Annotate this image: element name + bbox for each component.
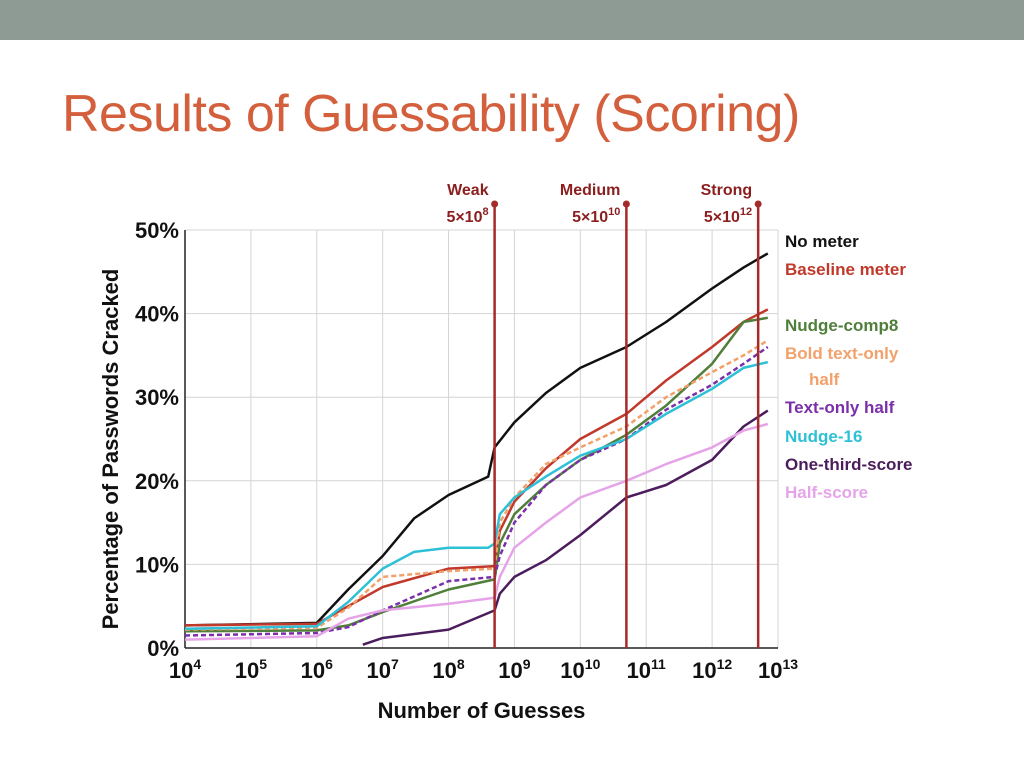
threshold-name-strong: Strong	[701, 182, 753, 199]
x-tick-label: 105	[235, 656, 267, 683]
legend-item-baseline-meter: Baseline meter	[785, 260, 906, 279]
y-tick-label: 40%	[135, 302, 179, 327]
legend-item-nudge-16: Nudge-16	[785, 427, 862, 446]
legend-item-text-only-half: Text-only half	[785, 398, 895, 417]
x-tick-label: 108	[432, 656, 464, 683]
y-tick-label: 50%	[135, 218, 179, 243]
threshold-marker-strong	[754, 200, 762, 208]
x-tick-label: 104	[169, 656, 201, 683]
threshold-value-strong: 5×1012	[704, 206, 752, 226]
y-tick-label: 0%	[147, 636, 179, 661]
legend-item-nudge-comp8: Nudge-comp8	[785, 316, 898, 335]
threshold-marker-medium	[622, 200, 630, 208]
threshold-value-medium: 5×1010	[572, 206, 620, 226]
x-tick-label: 106	[301, 656, 333, 683]
x-tick-label: 1011	[627, 656, 666, 683]
series-line-bold-text-only-half	[184, 339, 769, 631]
series-line-text-only-half	[184, 345, 769, 637]
y-axis-title: Percentage of Passwords Cracked	[98, 269, 123, 630]
slide-header-band	[0, 0, 1024, 40]
series-line-half-score	[184, 422, 769, 641]
series-line-baseline-meter	[184, 308, 769, 627]
threshold-marker-weak	[491, 200, 499, 208]
x-tick-label: 107	[367, 656, 399, 683]
legend-item-no-meter: No meter	[785, 232, 859, 251]
legend-item-bold-text-only: Bold text-only	[785, 344, 899, 363]
y-tick-label: 20%	[135, 469, 179, 494]
series-line-no-meter	[184, 252, 769, 627]
threshold-name-medium: Medium	[560, 182, 620, 199]
series-line-one-third-score	[362, 409, 769, 646]
x-tick-label: 1010	[560, 656, 600, 683]
series-line-nudge-16	[184, 360, 769, 631]
threshold-value-weak: 5×108	[446, 206, 488, 226]
y-tick-label: 30%	[135, 385, 179, 410]
x-axis-title: Number of Guesses	[378, 698, 586, 723]
y-tick-label: 10%	[135, 552, 179, 577]
legend-item-half-score: Half-score	[785, 483, 868, 502]
legend-item-half: half	[809, 370, 840, 389]
x-tick-label: 1012	[692, 656, 732, 683]
x-tick-label: 1013	[758, 656, 798, 683]
x-tick-label: 109	[498, 656, 530, 683]
series-line-nudge-comp8	[184, 316, 769, 633]
slide-title: Results of Guessability (Scoring)	[62, 85, 800, 143]
legend-item-one-third-score: One-third-score	[785, 455, 913, 474]
threshold-name-weak: Weak	[447, 182, 489, 199]
